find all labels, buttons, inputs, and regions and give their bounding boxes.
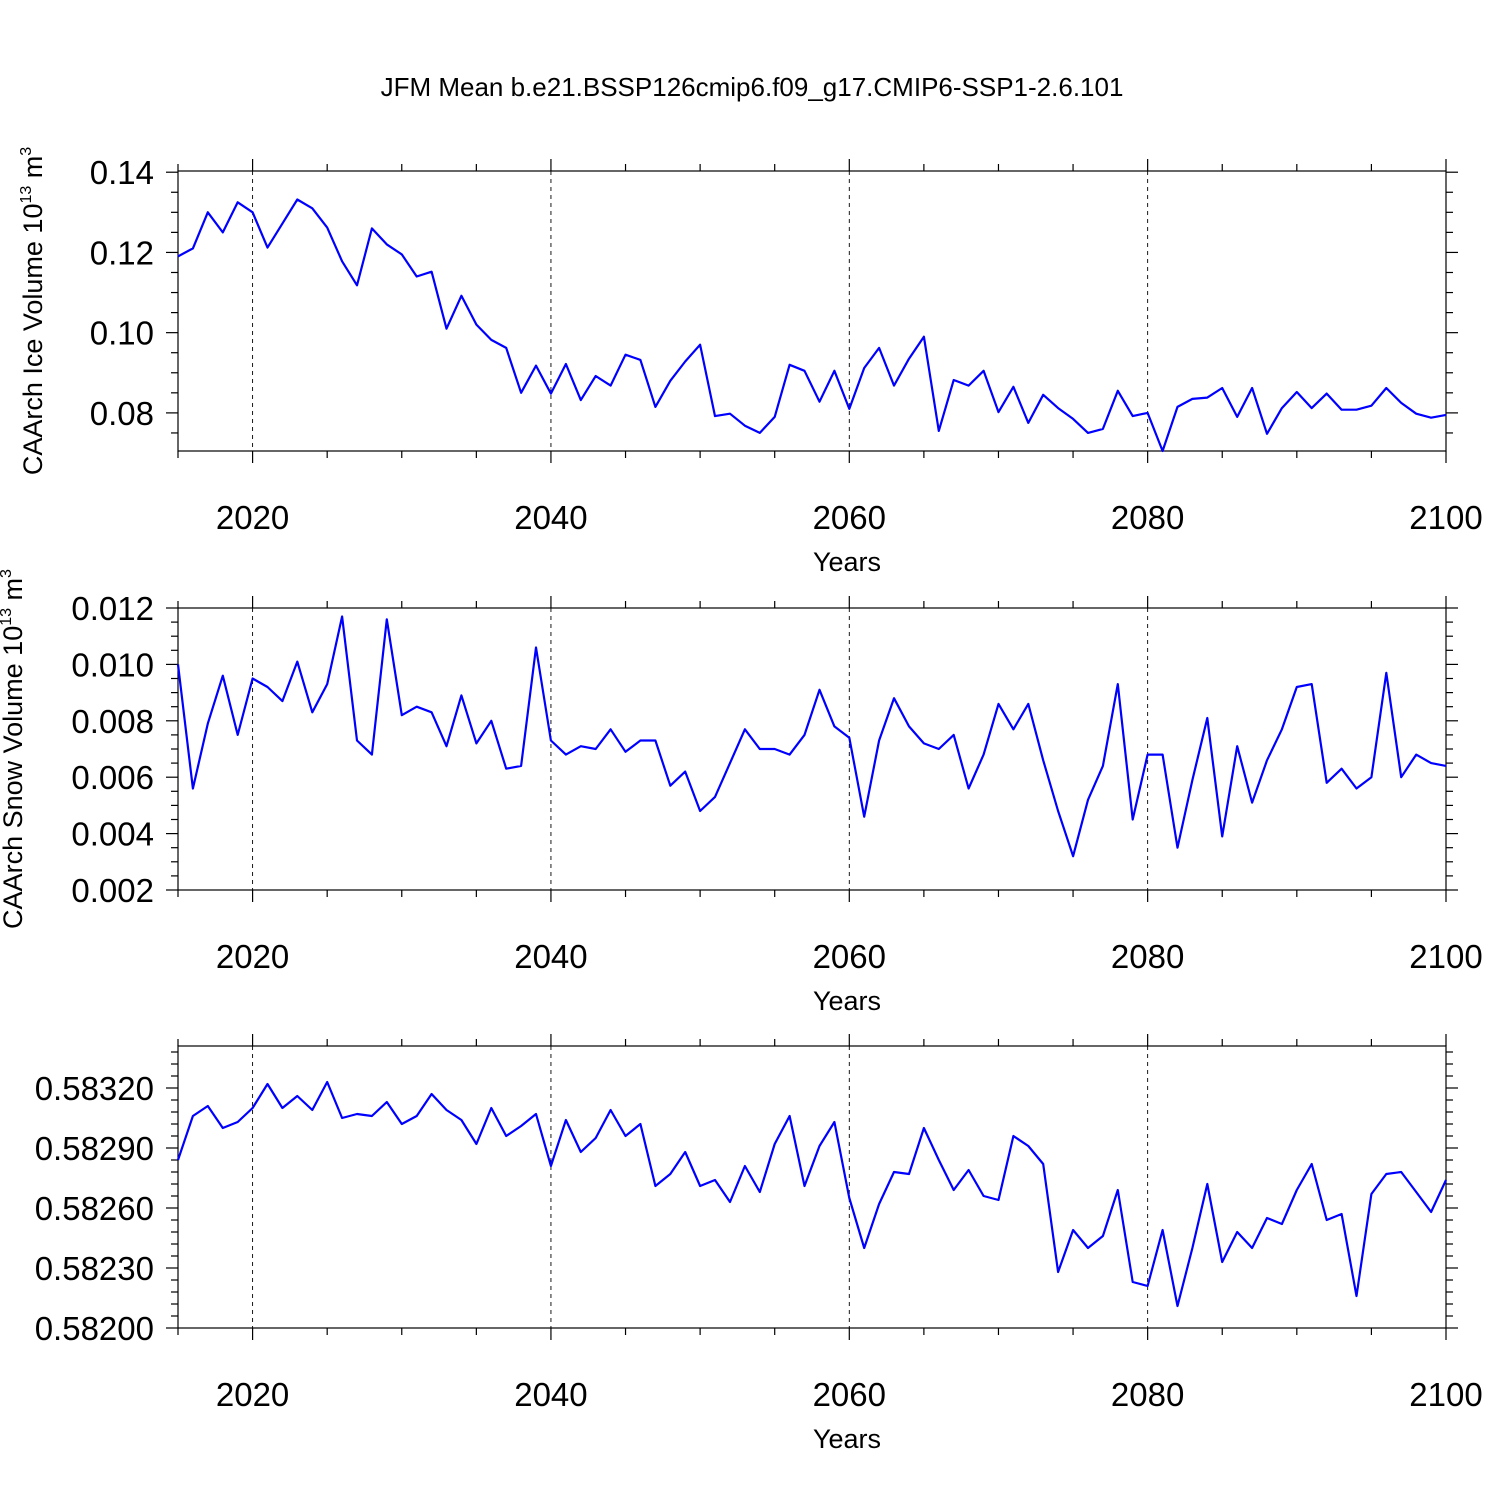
x-tick-label: 2080 [1111,938,1184,975]
x-tick-label: 2060 [813,1376,886,1413]
x-tick-label: 2040 [514,1376,587,1413]
panel-3: 2020 2040 2060 2080 2100 0.58200 0.58230 0.5826… [35,1034,1483,1454]
figure-title: JFM Mean b.e21.BSSP126cmip6.f09_g17.CMIP… [381,72,1124,102]
x-tick-label: 2020 [216,1376,289,1413]
series-line [176,1080,1447,1308]
panel-1: 2020 2040 2060 2080 2100 0.08 0.10 0.12 0.14 Year… [18,147,1483,577]
y-tick-label: 0.58320 [35,1070,154,1107]
y-tick-label: 0.004 [71,816,154,853]
plot-frame [177,170,1447,452]
x-tick-label: 2020 [216,938,289,975]
plot-frame [177,607,1447,891]
y-tick-label: 0.58290 [35,1130,154,1167]
y-tick-label: 0.14 [90,154,154,191]
x-tick-label: 2040 [514,938,587,975]
y-tick-label: 0.58230 [35,1250,154,1287]
x-axis-label: Years [813,986,881,1016]
y-tick-label: 0.008 [71,703,154,740]
x-tick-label: 2100 [1409,499,1482,536]
series-line [177,198,1447,453]
y-tick-label: 0.006 [71,759,154,796]
y-tick-label: 0.58260 [35,1190,154,1227]
y-axis-label: CAArch Snow Volume 1013 m3 [0,569,28,929]
y-tick-label: 0.10 [90,315,154,352]
x-axis-label: Years [813,547,881,577]
x-axis-label: Years [813,1424,881,1454]
y-tick-label: 0.002 [71,872,154,909]
x-tick-label: 2100 [1409,938,1482,975]
x-tick-label: 2020 [216,499,289,536]
panel-2: 2020 2040 2060 2080 2100 0.002 0.004 0.006 0.008… [0,569,1483,1016]
x-tick-label: 2040 [514,499,587,536]
y-tick-label: 0.12 [90,234,154,271]
panels: 2020 2040 2060 2080 2100 0.08 0.10 0.12 0.14 Year… [0,147,1483,1454]
plot-frame [177,1045,1447,1329]
y-tick-label: 0.010 [71,646,154,683]
x-tick-label: 2080 [1111,1376,1184,1413]
y-axis-label: CAArch Ice Volume 1013 m3 [18,147,48,475]
x-tick-label: 2060 [813,938,886,975]
x-tick-label: 2060 [813,499,886,536]
series-line [176,615,1447,858]
y-tick-label: 0.012 [71,590,154,627]
y-tick-label: 0.58200 [35,1310,154,1347]
x-tick-label: 2100 [1409,1376,1482,1413]
x-tick-label: 2080 [1111,499,1184,536]
y-tick-label: 0.08 [90,395,154,432]
